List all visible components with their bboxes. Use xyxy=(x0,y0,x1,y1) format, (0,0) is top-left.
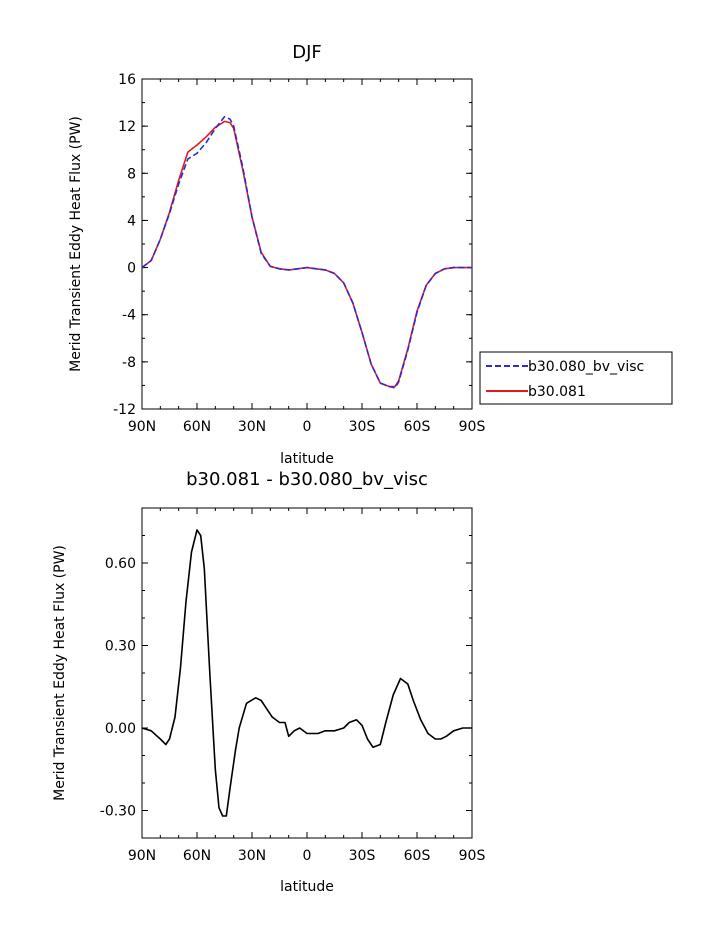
x-axis-label-bottom: latitude xyxy=(280,879,334,895)
x-tick-label: 90N xyxy=(128,848,156,864)
x-tick-label: 90S xyxy=(459,848,486,864)
y-tick-label: 4 xyxy=(127,213,136,229)
y-tick-label: 0 xyxy=(127,261,136,277)
panel-top: DJF 16 12 8 4 0 -4 -8 -12 90N 60N 30N 0 30S 60S 90S l… xyxy=(68,42,673,467)
legend-label-series-1: b30.080_bv_visc xyxy=(528,359,644,375)
x-tick-labels-bottom: 90N 60N 30N 0 30S 60S 90S xyxy=(128,848,486,864)
chart-title-top: DJF xyxy=(292,42,322,63)
y-tick-label: 8 xyxy=(127,166,136,182)
x-tick-label: 30N xyxy=(238,419,266,435)
x-tick-label: 90S xyxy=(459,419,486,435)
x-tick-label: 60S xyxy=(404,848,431,864)
series-lines-bottom xyxy=(141,529,472,817)
y-tick-labels-bottom: 0.60 0.30 0.00 -0.30 xyxy=(100,556,136,820)
x-tick-label: 30S xyxy=(349,419,376,435)
y-tick-labels-top: 16 12 8 4 0 -4 -8 -12 xyxy=(113,72,136,418)
y-tick-label: 0.60 xyxy=(105,556,136,572)
y-tick-label: 12 xyxy=(118,119,136,135)
x-tick-label: 60N xyxy=(183,848,211,864)
x-tick-label: 0 xyxy=(303,848,312,864)
x-tick-labels-top: 90N 60N 30N 0 30S 60S 90S xyxy=(128,419,486,435)
y-tick-label: 16 xyxy=(118,72,136,88)
y-tick-label: -12 xyxy=(113,402,136,418)
legend: b30.080_bv_visc b30.081 xyxy=(479,351,673,405)
x-tick-label: 60N xyxy=(183,419,211,435)
panel-bottom: b30.081 - b30.080_bv_visc 0.60 0.30 0.00 -0… xyxy=(52,469,485,895)
y-tick-label: 0.30 xyxy=(105,639,136,655)
x-tick-label: 30S xyxy=(349,848,376,864)
y-tick-label: -0.30 xyxy=(100,804,136,820)
y-tick-label: 0.00 xyxy=(105,721,136,737)
legend-label-series-2: b30.081 xyxy=(528,384,586,400)
x-axis-label-top: latitude xyxy=(280,451,334,467)
x-tick-label: 0 xyxy=(303,419,312,435)
ticks-top xyxy=(141,78,473,410)
legend-box xyxy=(479,351,673,405)
y-axis-label-top: Merid Transient Eddy Heat Flux (PW) xyxy=(68,116,84,372)
y-tick-label: -8 xyxy=(122,355,136,371)
plot-frame-top xyxy=(141,78,473,410)
x-tick-label: 60S xyxy=(404,419,431,435)
x-tick-label: 30N xyxy=(238,848,266,864)
series-line-top-1 xyxy=(141,115,472,389)
series-line-top-2 xyxy=(141,120,472,388)
series-line-bottom-1 xyxy=(141,529,472,817)
chart-title-bottom: b30.081 - b30.080_bv_visc xyxy=(186,469,428,490)
x-tick-label: 90N xyxy=(128,419,156,435)
y-axis-label-bottom: Merid Transient Eddy Heat Flux (PW) xyxy=(52,545,68,801)
ticks-bottom xyxy=(141,507,473,839)
series-lines-top xyxy=(141,115,472,389)
y-tick-label: -4 xyxy=(122,308,136,324)
